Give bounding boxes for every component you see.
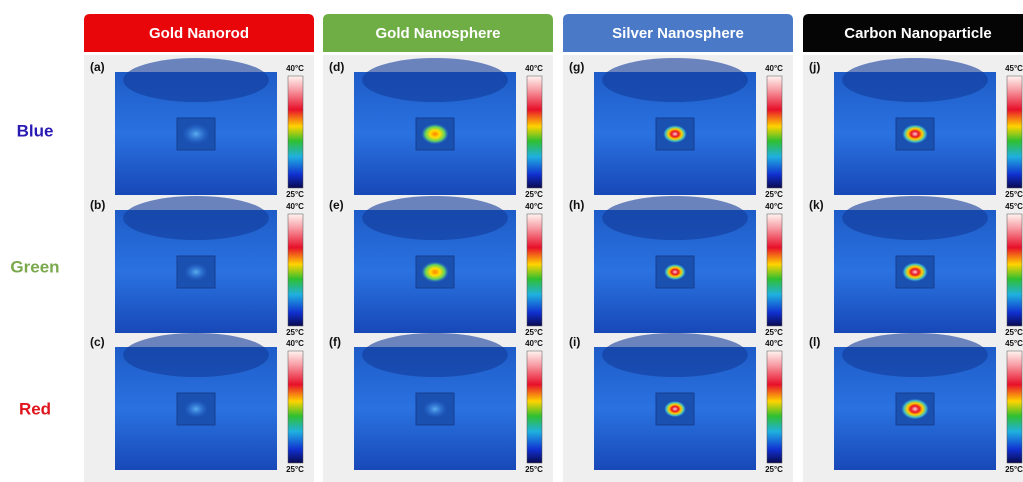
panel-label: (i)	[569, 335, 580, 349]
color-bar-max: 45°C	[1005, 339, 1023, 348]
image-shadow	[362, 58, 508, 102]
color-bar-max: 40°C	[525, 64, 543, 73]
column-title: Silver Nanosphere	[612, 25, 744, 42]
panel-label: (h)	[569, 198, 584, 212]
color-bar-max: 40°C	[286, 202, 304, 211]
color-bar-min: 25°C	[525, 328, 543, 337]
color-bar	[767, 76, 782, 188]
color-bar-min: 25°C	[286, 328, 304, 337]
row-label: Blue	[17, 121, 54, 140]
color-bar-min: 25°C	[765, 328, 783, 337]
row-label: Red	[19, 399, 51, 418]
hot-spot	[423, 400, 447, 418]
hot-spot	[421, 262, 449, 283]
color-bar-max: 40°C	[765, 64, 783, 73]
color-bar-min: 25°C	[525, 190, 543, 199]
color-bar	[767, 351, 782, 463]
color-bar	[1007, 214, 1022, 326]
hot-spot	[184, 263, 208, 281]
color-bar	[288, 214, 303, 326]
image-shadow	[123, 333, 269, 377]
hot-spot	[664, 401, 686, 418]
image-shadow	[602, 58, 748, 102]
hot-spot	[664, 264, 686, 281]
thermal-panel: 45°C 25°C (k)	[809, 196, 1023, 337]
color-bar	[1007, 351, 1022, 463]
color-bar-max: 40°C	[525, 202, 543, 211]
figure: Gold Nanorod 40°C 25°C (a) 40°C 25°C (b) 40°C 25…	[0, 0, 1023, 482]
panel-label: (k)	[809, 198, 824, 212]
hot-spot	[182, 124, 210, 145]
hot-spot	[902, 124, 928, 144]
thermal-panel: 40°C 25°C (f)	[329, 333, 543, 474]
image-shadow	[842, 196, 988, 240]
thermal-panel: 40°C 25°C (c)	[90, 333, 304, 474]
color-bar-min: 25°C	[525, 465, 543, 474]
color-bar	[288, 76, 303, 188]
thermal-panel: 40°C 25°C (i)	[569, 333, 783, 474]
image-shadow	[123, 196, 269, 240]
column-title: Carbon Nanoparticle	[844, 25, 992, 42]
image-shadow	[362, 333, 508, 377]
image-shadow	[842, 58, 988, 102]
color-bar-min: 25°C	[1005, 328, 1023, 337]
color-bar-min: 25°C	[765, 465, 783, 474]
color-bar-max: 40°C	[765, 202, 783, 211]
color-bar	[527, 76, 542, 188]
color-bar-max: 40°C	[286, 339, 304, 348]
color-bar-min: 25°C	[286, 190, 304, 199]
panel-label: (f)	[329, 335, 341, 349]
color-bar-max: 40°C	[286, 64, 304, 73]
thermal-panel: 40°C 25°C (e)	[329, 196, 543, 337]
column-title: Gold Nanorod	[149, 25, 249, 42]
color-bar	[527, 351, 542, 463]
color-bar	[767, 214, 782, 326]
image-shadow	[602, 333, 748, 377]
panel-label: (b)	[90, 198, 105, 212]
hot-spot	[184, 400, 208, 418]
column-title: Gold Nanosphere	[375, 25, 500, 42]
thermal-panel: 40°C 25°C (g)	[569, 58, 783, 199]
color-bar-min: 25°C	[765, 190, 783, 199]
color-bar-max: 40°C	[765, 339, 783, 348]
thermal-panel: 40°C 25°C (b)	[90, 196, 304, 337]
hot-spot	[421, 124, 449, 145]
thermal-panel: 45°C 25°C (l)	[809, 333, 1023, 474]
thermal-panel: 45°C 25°C (j)	[809, 58, 1023, 199]
hot-spot	[901, 399, 929, 420]
panel-label: (e)	[329, 198, 344, 212]
panel-label: (d)	[329, 60, 344, 74]
color-bar-max: 45°C	[1005, 202, 1023, 211]
image-shadow	[602, 196, 748, 240]
panel-label: (j)	[809, 60, 820, 74]
color-bar	[1007, 76, 1022, 188]
image-shadow	[362, 196, 508, 240]
image-shadow	[123, 58, 269, 102]
thermal-panel: 40°C 25°C (d)	[329, 58, 543, 199]
color-bar-max: 45°C	[1005, 64, 1023, 73]
color-bar-max: 40°C	[525, 339, 543, 348]
color-bar-min: 25°C	[1005, 465, 1023, 474]
thermal-panel: 40°C 25°C (h)	[569, 196, 783, 337]
row-label: Green	[10, 257, 59, 276]
color-bar-min: 25°C	[286, 465, 304, 474]
hot-spot	[902, 262, 928, 282]
panel-label: (a)	[90, 60, 105, 74]
hot-spot	[663, 125, 687, 143]
image-shadow	[842, 333, 988, 377]
color-bar	[527, 214, 542, 326]
panel-label: (c)	[90, 335, 105, 349]
panel-label: (l)	[809, 335, 820, 349]
thermal-panel: 40°C 25°C (a)	[90, 58, 304, 199]
panel-label: (g)	[569, 60, 584, 74]
color-bar-min: 25°C	[1005, 190, 1023, 199]
color-bar	[288, 351, 303, 463]
page: {"columns": [ {"title": "Gold Nanorod", …	[0, 0, 1023, 482]
